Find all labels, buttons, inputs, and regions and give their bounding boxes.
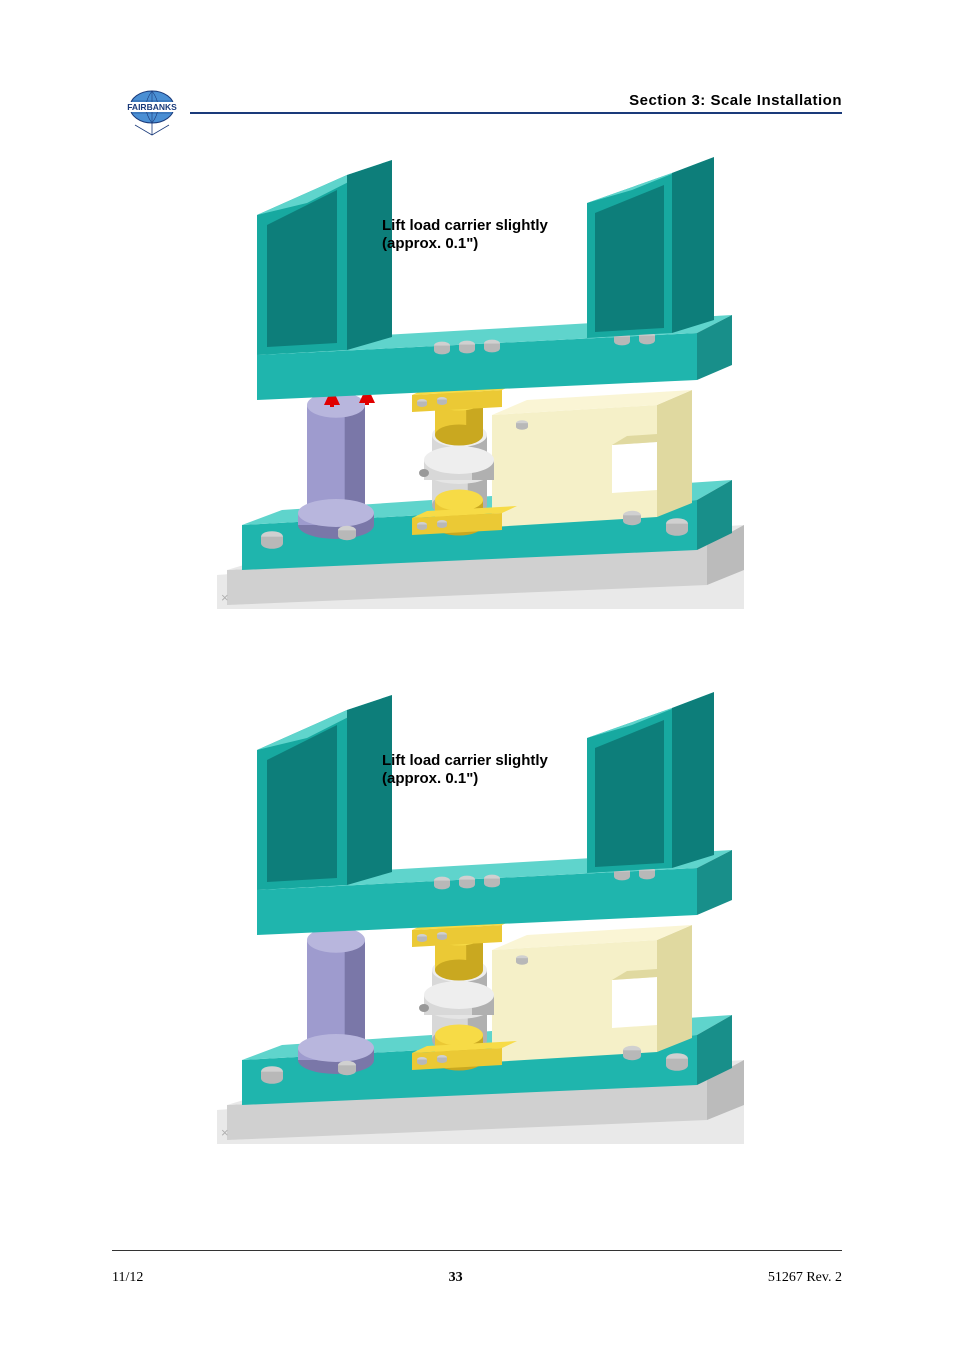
section-title: Section 3: Scale Installation (629, 92, 842, 109)
figure-2: Lift load carrier slightly(approx. 0.1")… (217, 690, 744, 1144)
close-icon: × (221, 590, 229, 605)
svg-text:FAIRBANKS: FAIRBANKS (127, 102, 177, 112)
footer-date: 11/12 (112, 1270, 143, 1286)
close-icon: × (221, 1125, 229, 1140)
fairbanks-logo: FAIRBANKS (120, 87, 185, 147)
svg-text:(approx. 0.1"): (approx. 0.1") (382, 770, 478, 787)
svg-text:(approx. 0.1"): (approx. 0.1") (382, 235, 478, 252)
figure-1: Lift load carrier slightly(approx. 0.1")… (217, 155, 744, 609)
page-number: 33 (449, 1270, 463, 1286)
footer-rule (112, 1250, 842, 1251)
svg-text:Lift load carrier slightly: Lift load carrier slightly (382, 752, 549, 769)
svg-text:Lift load carrier slightly: Lift load carrier slightly (382, 217, 549, 234)
footer-docid: 51267 Rev. 2 (768, 1270, 842, 1286)
page-footer: 11/12 33 51267 Rev. 2 (112, 1270, 842, 1286)
header-rule (190, 112, 842, 114)
